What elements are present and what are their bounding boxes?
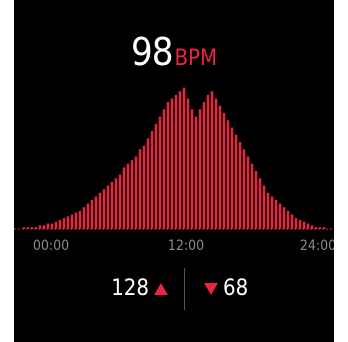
histogram-bar [254, 171, 258, 229]
histogram-bar [74, 212, 78, 229]
histogram-bar [26, 227, 30, 229]
histogram-bar [106, 185, 110, 229]
x-tick-label: 12:00 [168, 238, 204, 254]
histogram-bar [58, 219, 62, 229]
histogram-bar [238, 142, 242, 229]
histogram-bar [54, 221, 58, 229]
histogram-bar [126, 163, 130, 229]
x-tick-label: 00:00 [33, 238, 69, 254]
histogram-bar [122, 167, 126, 230]
heart-rate-readout: 98 BPM [14, 30, 334, 74]
histogram-bar [194, 116, 198, 230]
min-hr-value: 68 [223, 276, 249, 301]
histogram-bar [190, 109, 194, 230]
histogram-bar [186, 98, 190, 229]
histogram-bar [274, 200, 278, 229]
histogram-bar [262, 185, 266, 229]
histogram-bar [78, 210, 82, 230]
histogram-bar [118, 174, 122, 230]
histogram-bar [94, 196, 98, 230]
histogram-bar [70, 214, 74, 229]
histogram-bar [218, 105, 222, 229]
hr-stats: 128 68 [14, 268, 334, 310]
histogram-bar [174, 94, 178, 230]
histogram-bar [242, 149, 246, 229]
histogram-bar [258, 178, 262, 229]
histogram-bar [22, 227, 26, 229]
histogram-bar [130, 160, 134, 230]
histogram-bar [270, 196, 274, 230]
watch-screen: 98 BPM 00:00 12:00 24:00 128 68 [14, 0, 334, 342]
histogram-bar [210, 91, 214, 229]
histogram-bar [250, 163, 254, 229]
stats-divider [184, 268, 185, 310]
histogram-bar [102, 189, 106, 230]
histogram-bar [178, 91, 182, 229]
histogram-bar [50, 223, 54, 229]
histogram-bar [182, 87, 186, 230]
max-hr: 128 [111, 276, 168, 301]
triangle-down-icon [204, 282, 218, 295]
histogram-bar [162, 109, 166, 230]
max-hr-value: 128 [111, 276, 149, 301]
histogram-bar [30, 227, 34, 229]
histogram-bar [314, 227, 318, 229]
histogram-bar [146, 138, 150, 230]
histogram-bar [294, 218, 298, 230]
histogram-bar [134, 156, 138, 229]
heart-rate-value: 98 [130, 30, 173, 74]
histogram-bar [266, 192, 270, 229]
min-hr: 68 [204, 276, 248, 301]
histogram-bars [22, 87, 326, 230]
histogram-bar [230, 127, 234, 229]
heart-rate-histogram: 00:00 12:00 24:00 [14, 87, 334, 254]
histogram-bar [170, 98, 174, 229]
heart-rate-unit: BPM [174, 46, 218, 71]
histogram-bar [98, 192, 102, 229]
histogram-bar [90, 200, 94, 229]
histogram-bar [322, 227, 326, 229]
histogram-bar [34, 227, 38, 229]
histogram-bar [142, 145, 146, 230]
histogram-bar [46, 223, 50, 229]
histogram-bar [234, 134, 238, 229]
histogram-bar [298, 219, 302, 229]
histogram-bar [110, 181, 114, 230]
histogram-bar [198, 109, 202, 230]
histogram-bar [82, 207, 86, 229]
histogram-bar [310, 225, 314, 230]
histogram-bar [290, 214, 294, 229]
histogram-bar [226, 120, 230, 229]
histogram-bar [214, 98, 218, 229]
histogram-bar [206, 94, 210, 230]
histogram-bar [306, 223, 310, 229]
histogram-bar [282, 207, 286, 229]
histogram-bar [86, 203, 90, 230]
histogram-bar [154, 123, 158, 230]
histogram-bar [38, 225, 42, 230]
histogram-bar [202, 102, 206, 230]
histogram-bar [318, 227, 322, 229]
histogram-bar [302, 221, 306, 229]
histogram-bar [166, 102, 170, 230]
histogram-bar [62, 218, 66, 230]
histogram-bar [66, 216, 70, 229]
histogram-bar [278, 203, 282, 230]
histogram-bar [114, 178, 118, 229]
histogram-bar [158, 116, 162, 230]
histogram-bar [42, 225, 46, 230]
histogram-bar [246, 156, 250, 229]
histogram-bar [138, 149, 142, 229]
histogram-bar [222, 113, 226, 229]
x-tick-label: 24:00 [300, 238, 334, 254]
histogram-bar [150, 131, 154, 230]
histogram-bar [286, 210, 290, 230]
triangle-up-icon [154, 282, 168, 295]
x-axis-ticks: 00:00 12:00 24:00 [33, 238, 334, 254]
